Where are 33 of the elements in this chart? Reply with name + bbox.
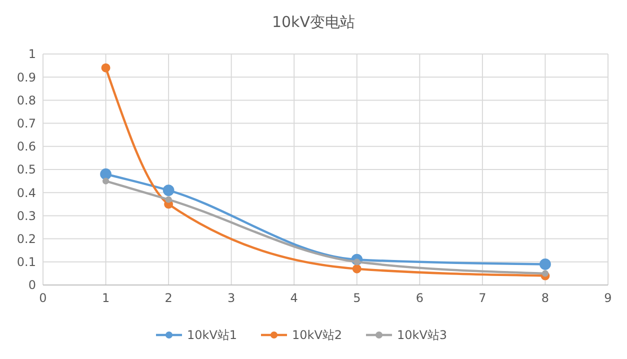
x-tick-label: 4: [290, 291, 298, 305]
x-tick-label: 8: [541, 291, 550, 305]
y-tick-label: 0.4: [16, 186, 36, 200]
y-tick-label: 0.7: [16, 116, 36, 130]
x-tick-label: 7: [478, 291, 486, 305]
x-tick-label: 5: [353, 291, 361, 305]
y-tick-label: 0.2: [16, 232, 36, 246]
legend-label: 10kV站2: [292, 328, 342, 342]
y-tick-label: 1: [28, 47, 36, 62]
y-tick-label: 0.8: [16, 93, 36, 108]
y-tick-label: 0.1: [16, 255, 36, 270]
y-tick-label: 0.9: [16, 70, 36, 84]
point: [352, 264, 362, 274]
chart-title: 10kV变电站: [272, 13, 356, 31]
x-tick-label: 2: [164, 291, 172, 305]
x-tick-label: 0: [39, 291, 47, 305]
x-tick-label: 9: [604, 291, 612, 305]
legend-label: 10kV站1: [187, 328, 238, 342]
y-tick-label: 0.6: [16, 140, 36, 154]
legend-label: 10kV站3: [397, 328, 448, 342]
x-tick-label: 6: [416, 291, 424, 305]
point: [165, 196, 172, 203]
point: [102, 178, 110, 184]
point: [162, 184, 174, 196]
x-tick-label: 1: [102, 291, 110, 305]
point: [542, 270, 549, 277]
point: [101, 63, 110, 72]
point: [540, 258, 551, 270]
y-tick-label: 0.5: [16, 162, 36, 177]
y-tick-label: 0: [28, 278, 36, 292]
x-tick-label: 3: [228, 291, 236, 305]
point: [100, 168, 112, 180]
y-tick-label: 0.3: [16, 208, 36, 223]
